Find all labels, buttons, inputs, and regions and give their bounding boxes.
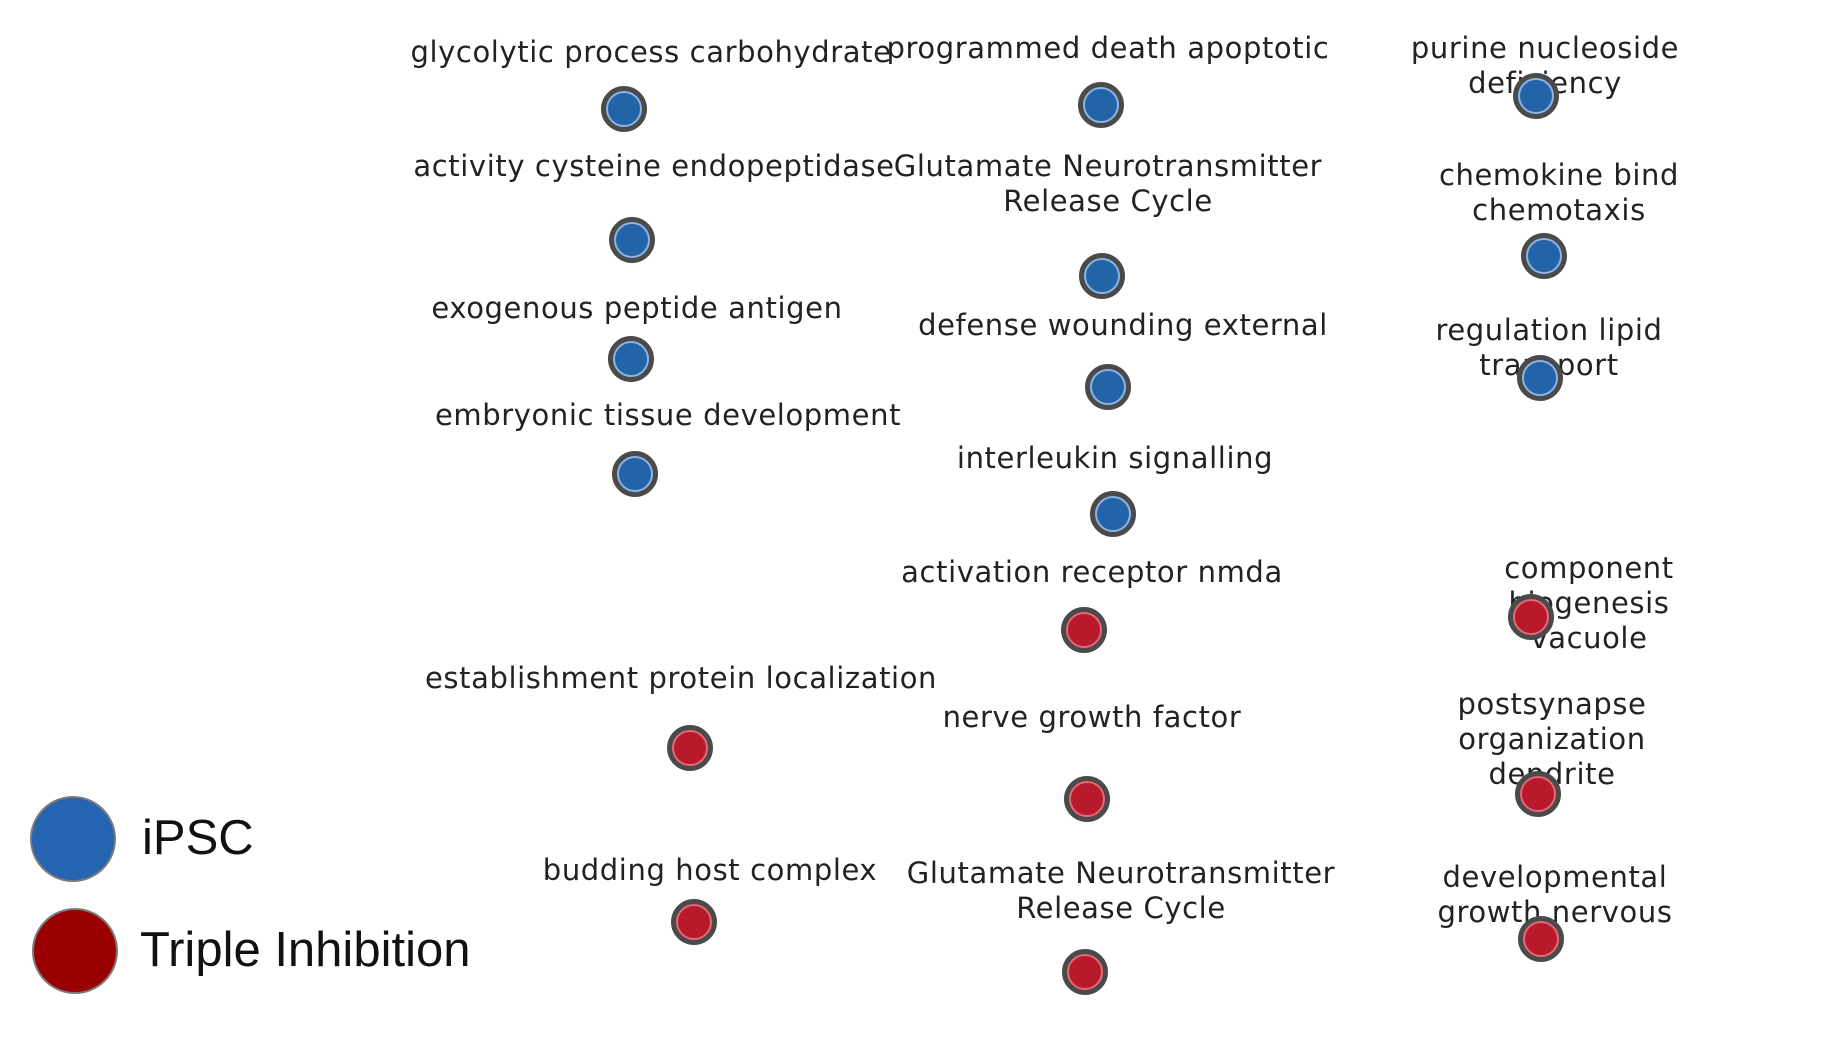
node-label: postsynapse organization dendrite — [1457, 687, 1647, 791]
node-dot[interactable] — [1518, 916, 1564, 962]
node-dot[interactable] — [1085, 364, 1131, 410]
node-label: interleukin signalling — [956, 441, 1274, 475]
node-dot[interactable] — [608, 336, 654, 382]
node-label: component biogenesis vacuole — [1504, 551, 1674, 655]
node-label: embryonic tissue development — [434, 398, 902, 432]
node-dot[interactable] — [601, 86, 647, 132]
node-dot[interactable] — [612, 451, 658, 497]
node-dot[interactable] — [1090, 491, 1136, 537]
legend-swatch-ipsc — [30, 796, 116, 882]
node-dot[interactable] — [1062, 949, 1108, 995]
node-label: exogenous peptide antigen — [431, 291, 843, 325]
node-label: establishment protein localization — [424, 661, 938, 695]
node-label: Glutamate Neurotransmitter Release Cycle — [906, 856, 1336, 925]
node-dot[interactable] — [1064, 776, 1110, 822]
node-label: activity cysteine endopeptidase — [413, 149, 895, 183]
node-dot[interactable] — [1521, 233, 1567, 279]
node-dot[interactable] — [671, 899, 717, 945]
node-label: glycolytic process carbohydrate — [410, 35, 892, 69]
node-dot[interactable] — [1061, 607, 1107, 653]
legend-label-triple-inhibition: Triple Inhibition — [140, 923, 471, 977]
node-label: developmental growth nervous — [1437, 860, 1673, 929]
node-label: nerve growth factor — [942, 700, 1242, 734]
node-label: purine nucleoside deficiency — [1410, 31, 1680, 100]
node-label: Glutamate Neurotransmitter Release Cycle — [893, 149, 1323, 218]
node-label: chemokine bind chemotaxis — [1438, 158, 1680, 227]
node-dot[interactable] — [1515, 771, 1561, 817]
node-label: activation receptor nmda — [901, 555, 1283, 589]
node-dot[interactable] — [1513, 73, 1559, 119]
node-label: defense wounding external — [918, 308, 1328, 342]
legend-swatch-triple-inhibition — [32, 908, 118, 994]
node-dot[interactable] — [1079, 253, 1125, 299]
node-label: regulation lipid transport — [1435, 313, 1663, 382]
node-dot[interactable] — [609, 217, 655, 263]
legend-label-ipsc: iPSC — [142, 811, 254, 865]
node-dot[interactable] — [667, 725, 713, 771]
node-label: budding host complex — [542, 853, 878, 887]
node-dot[interactable] — [1517, 355, 1563, 401]
node-label: programmed death apoptotic — [886, 31, 1330, 65]
node-dot[interactable] — [1508, 594, 1554, 640]
node-dot[interactable] — [1078, 82, 1124, 128]
